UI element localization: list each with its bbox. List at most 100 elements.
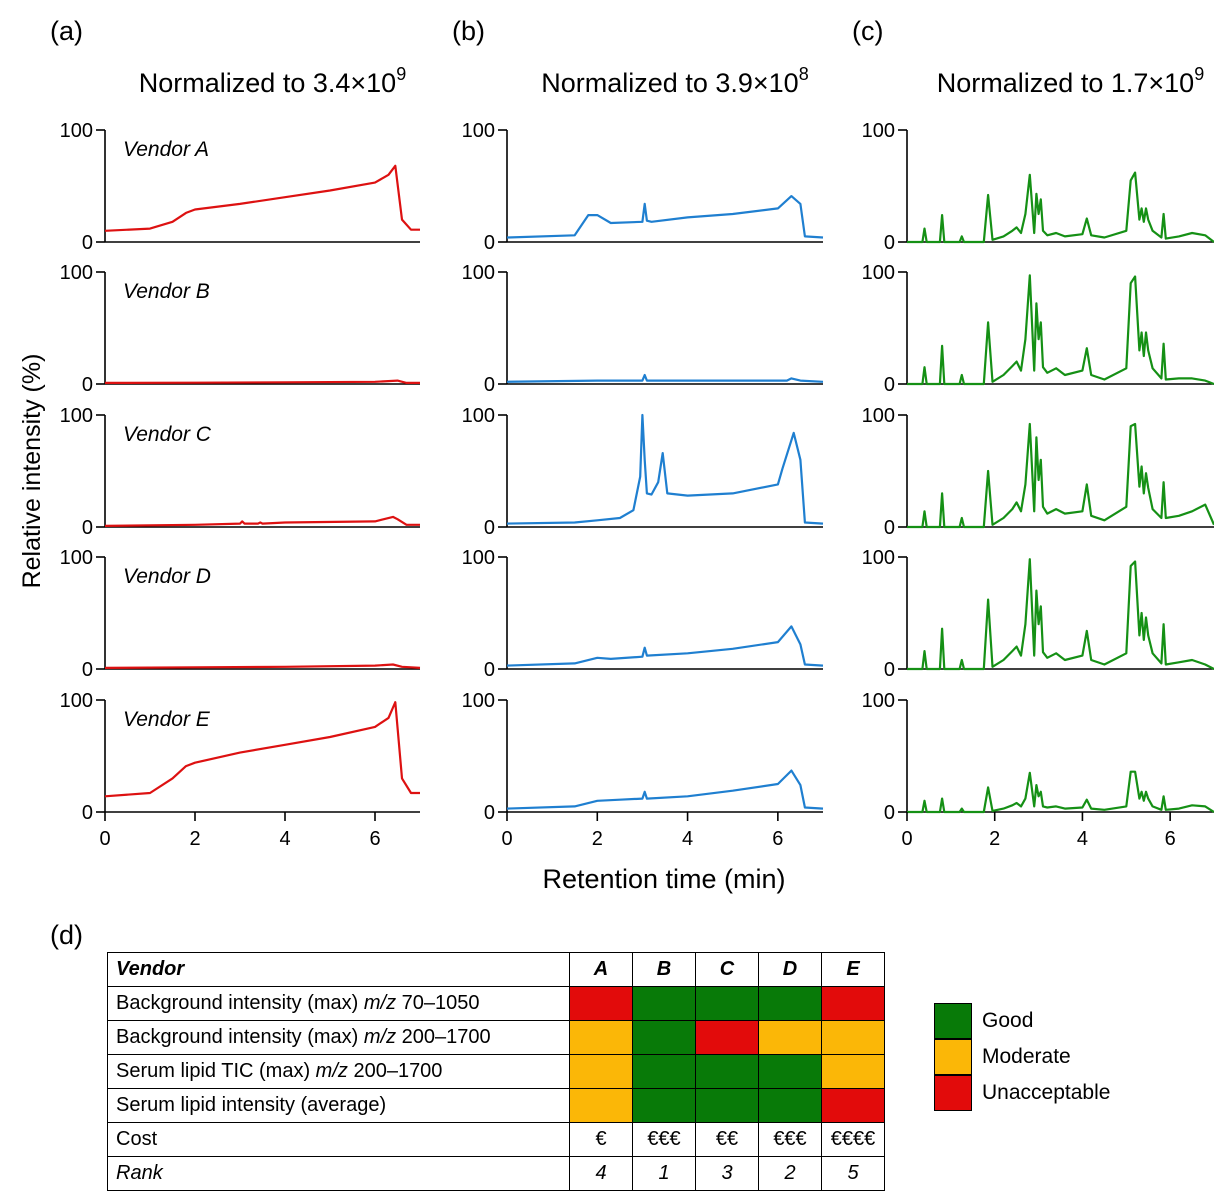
y-tick-label: 100 [60, 547, 93, 569]
rating-cell-c [695, 986, 759, 1021]
panel-a: (a) Normalized to 3.4×109 100 0 Vendor A 100 0… [50, 16, 421, 850]
x-tick-label: 4 [1077, 828, 1088, 850]
series-line-vendor-c [506, 413, 824, 525]
y-tick-label: 100 [862, 547, 895, 569]
x-tick-label: 0 [99, 828, 110, 850]
series-line-vendor-d [506, 625, 824, 667]
rating-cell-c [695, 1054, 759, 1089]
cost-cell-a: € [569, 1122, 633, 1157]
series-line-vendor-a [506, 195, 824, 239]
cost-label: Cost [107, 1122, 570, 1157]
y-tick-label: 100 [60, 120, 93, 142]
panel-b-row-2: 100 0 [462, 262, 824, 396]
panel-a-row-5: 100 0 Vendor E 0 2 4 6 [60, 690, 420, 850]
x-tick-label: 2 [592, 828, 603, 850]
y-tick-label: 0 [484, 374, 495, 396]
panel-b-tag: (b) [452, 16, 485, 46]
vendor-label: Vendor C [123, 423, 212, 446]
x-tick-label: 2 [189, 828, 200, 850]
rating-cell-b [632, 1020, 696, 1055]
rating-cell-d [758, 1054, 822, 1089]
panel-b: (b) Normalized to 3.9×108 100 0 100 0 100 0 100 0… [452, 16, 824, 850]
table-header-b: B [632, 952, 696, 987]
vendor-label: Vendor E [123, 708, 211, 731]
y-axis-label: Relative intensity (%) [18, 354, 46, 589]
rating-cell-e [821, 1054, 885, 1089]
series-line-vendor-b [907, 274, 1214, 386]
table-row-cost: Cost € €€€ €€ €€€ €€€€ [107, 1122, 885, 1157]
y-tick-label: 0 [82, 374, 93, 396]
panel-c-row-4: 100 0 [862, 547, 1214, 681]
cost-cell-d: €€€ [758, 1122, 822, 1157]
vendor-rating-table: Vendor A B C D E Background intensity (max) m/… [107, 952, 885, 1191]
series-line-vendor-a [104, 164, 420, 232]
rank-cell-c: 3 [695, 1156, 759, 1191]
table-row: Serum lipid TIC (max) m/z 200–1700 [107, 1054, 885, 1089]
panel-a-title: Normalized to 3.4×109 [139, 64, 406, 98]
panel-b-row-1: 100 0 [462, 120, 824, 254]
rating-cell-c [695, 1088, 759, 1123]
rating-cell-c [695, 1020, 759, 1055]
rating-cell-e [821, 986, 885, 1021]
y-tick-label: 0 [82, 659, 93, 681]
y-tick-label: 0 [82, 232, 93, 254]
rating-cell-b [632, 1088, 696, 1123]
panel-a-row-1: 100 0 Vendor A [60, 120, 420, 254]
table-header-d: D [758, 952, 822, 987]
table-row: Background intensity (max) m/z 200–1700 [107, 1020, 885, 1055]
y-tick-label: 100 [462, 547, 495, 569]
rating-cell-d [758, 1020, 822, 1055]
rating-cell-b [632, 1054, 696, 1089]
series-line-vendor-a [907, 171, 1214, 244]
y-tick-label: 0 [884, 659, 895, 681]
y-tick-label: 100 [462, 690, 495, 712]
y-tick-label: 100 [60, 262, 93, 284]
cost-cell-c: €€ [695, 1122, 759, 1157]
series-line-vendor-d [104, 663, 421, 669]
series-line-vendor-c [907, 422, 1214, 529]
table-header-e: E [821, 952, 885, 987]
cost-cell-b: €€€ [632, 1122, 696, 1157]
legend-label: Moderate [982, 1045, 1071, 1068]
x-tick-label: 0 [501, 828, 512, 850]
table-header-row: Vendor A B C D E [107, 952, 885, 987]
y-tick-label: 0 [484, 802, 495, 824]
y-tick-label: 100 [862, 405, 895, 427]
x-tick-label: 4 [279, 828, 290, 850]
panel-b-title: Normalized to 3.9×108 [541, 64, 808, 98]
panel-a-row-4: 100 0 Vendor D [60, 547, 421, 681]
y-tick-label: 0 [82, 517, 93, 539]
criterion-label: Serum lipid TIC (max) m/z 200–1700 [107, 1054, 570, 1089]
panel-a-tag: (a) [50, 16, 83, 46]
rating-cell-d [758, 1088, 822, 1123]
panel-c-row-5: 100 00 2 4 6 [862, 690, 1214, 850]
rank-cell-a: 4 [569, 1156, 633, 1191]
panel-c: (c) Normalized to 1.7×109 100 0 100 0 100 0 100 0… [852, 16, 1214, 850]
x-tick-label: 6 [1165, 828, 1176, 850]
table-row: Background intensity (max) m/z 70–1050 [107, 986, 885, 1021]
criterion-label: Serum lipid intensity (average) [107, 1088, 570, 1123]
panel-c-row-2: 100 0 [862, 262, 1214, 396]
y-tick-label: 100 [462, 120, 495, 142]
series-line-vendor-d [907, 558, 1214, 671]
y-tick-label: 100 [60, 690, 93, 712]
rating-cell-d [758, 986, 822, 1021]
panel-c-row-3: 100 0 [862, 405, 1214, 539]
legend-label: Good [982, 1009, 1034, 1032]
y-tick-label: 0 [484, 517, 495, 539]
legend-swatch [934, 1039, 972, 1075]
legend-label: Unacceptable [982, 1081, 1111, 1104]
x-tick-label: 2 [989, 828, 1000, 850]
series-line-vendor-b [506, 373, 824, 383]
y-tick-label: 100 [462, 262, 495, 284]
panel-a-row-2: 100 0 Vendor B [60, 262, 420, 396]
panel-d-tag: (d) [50, 920, 83, 950]
table-header-vendor: Vendor [107, 952, 570, 987]
x-tick-label: 4 [682, 828, 693, 850]
chromatogram-figure: (a) Normalized to 3.4×109 100 0 Vendor A 100 0… [18, 16, 1214, 894]
x-tick-label: 6 [369, 828, 380, 850]
rating-cell-a [569, 1054, 633, 1089]
rank-cell-e: 5 [821, 1156, 885, 1191]
vendor-label: Vendor D [123, 565, 211, 588]
table-row: Serum lipid intensity (average) [107, 1088, 885, 1123]
